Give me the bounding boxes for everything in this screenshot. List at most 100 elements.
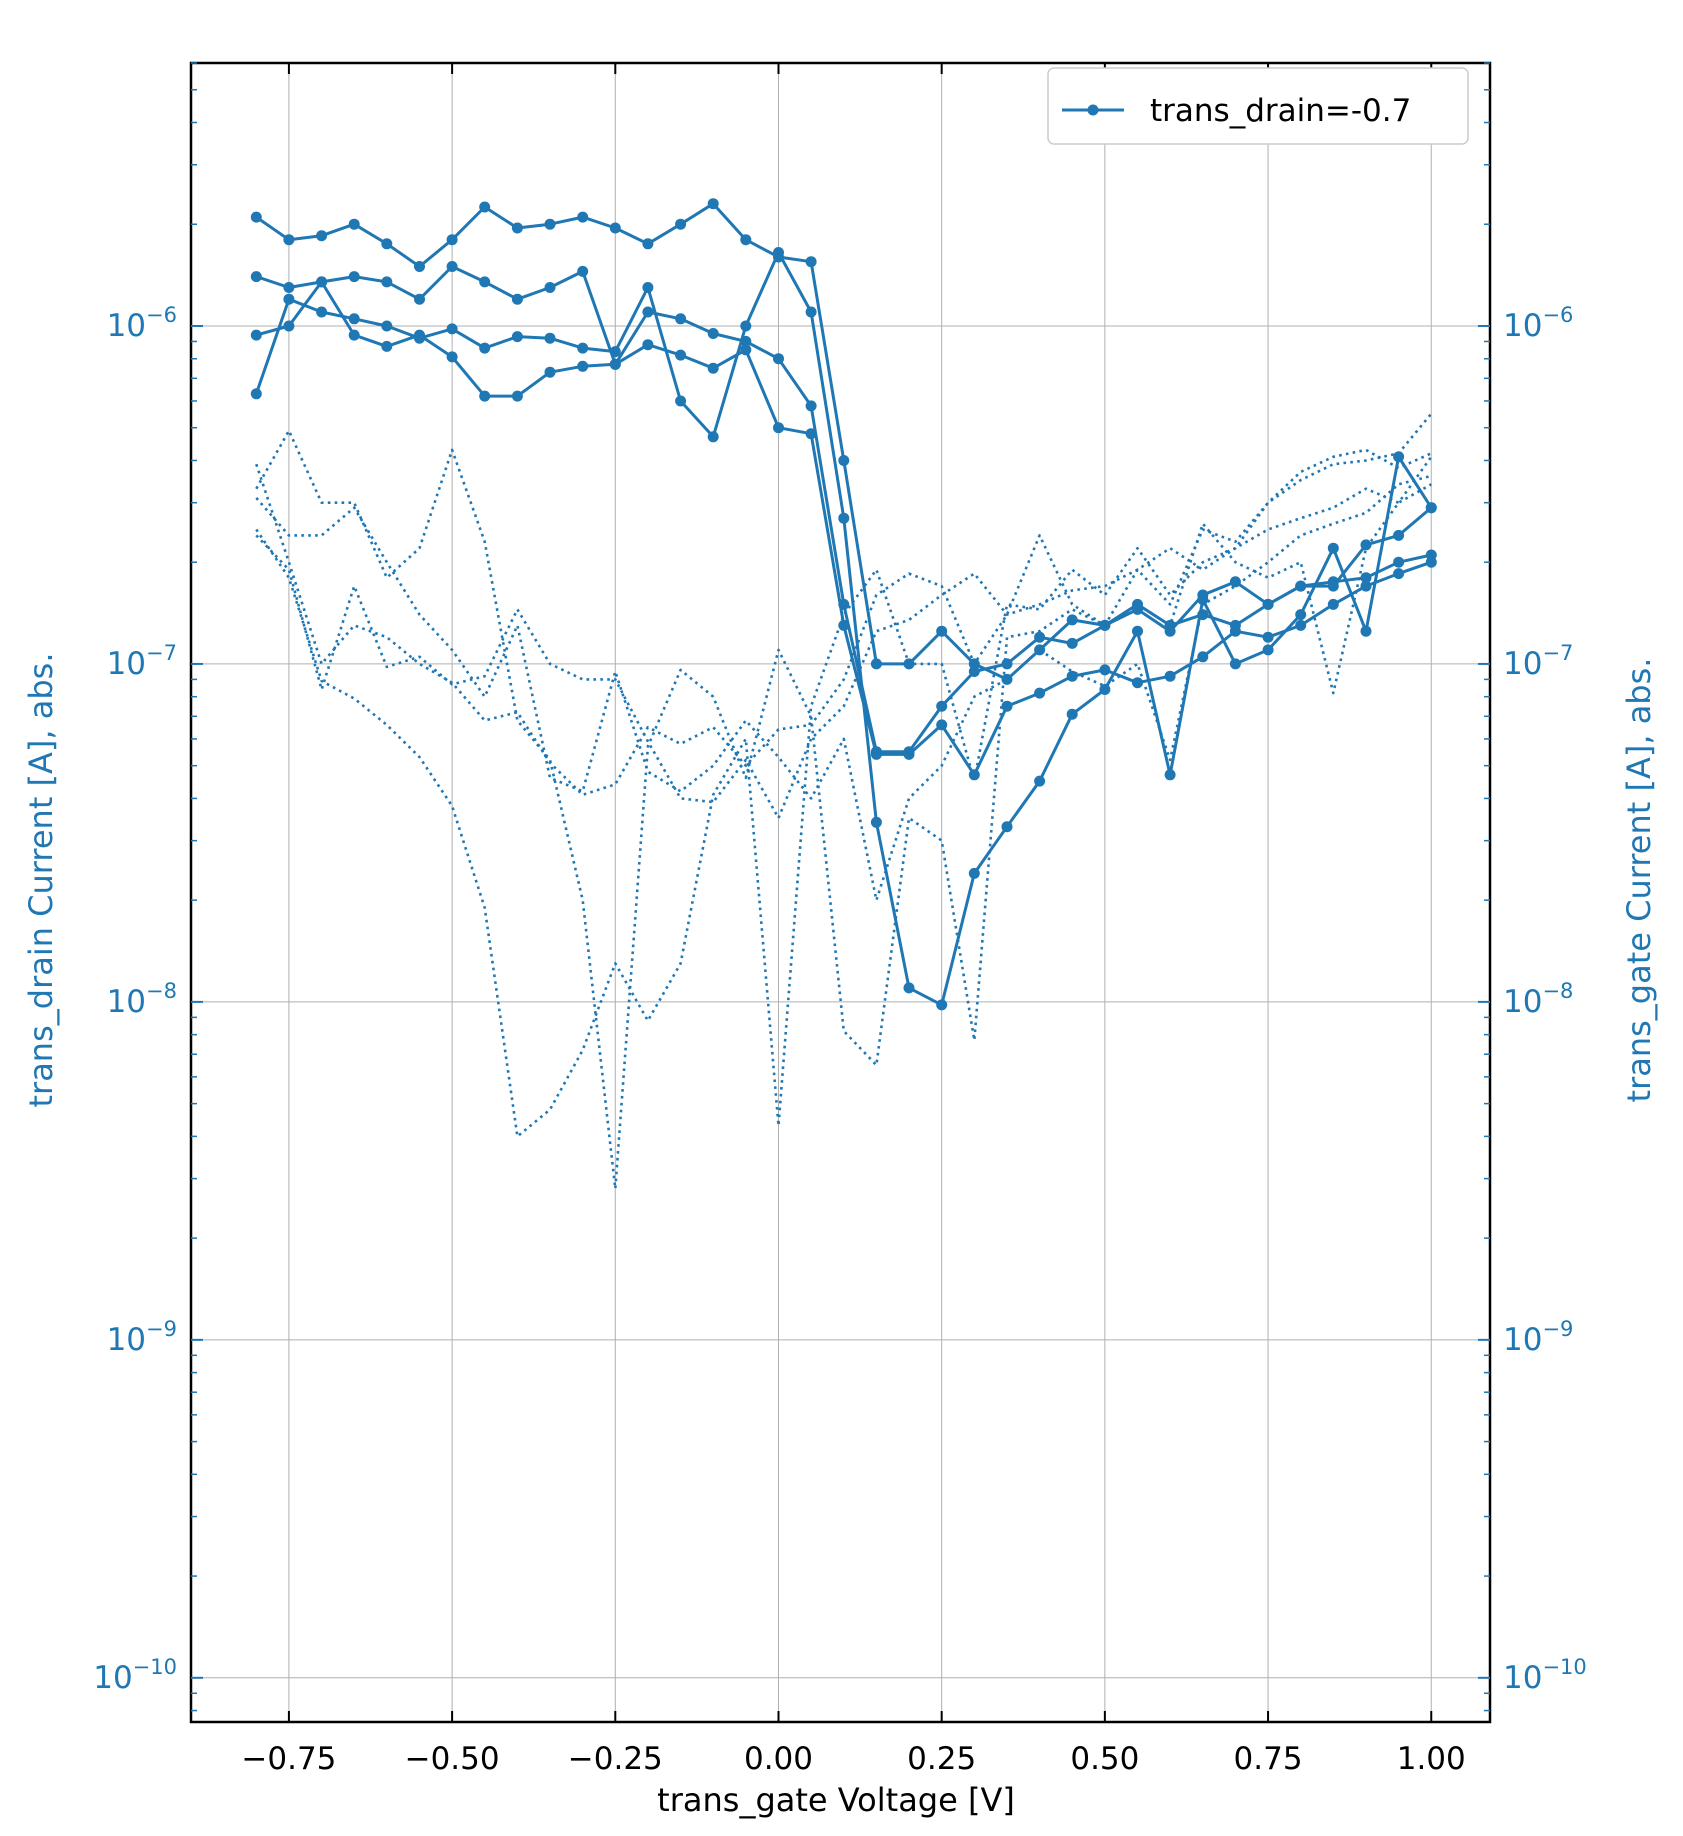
- drain-current-point: [1393, 451, 1405, 463]
- drain-current-point: [1132, 603, 1143, 615]
- drain-current-point: [968, 867, 980, 879]
- drain-current-point: [381, 340, 393, 352]
- grid-lines: [191, 63, 1490, 1722]
- gate-current-series-4: [255, 456, 1433, 1138]
- drain-current-point: [1034, 775, 1046, 787]
- drain-current-point: [414, 293, 425, 305]
- plot-frame: [189, 61, 1492, 1724]
- drain-current-point: [936, 719, 948, 731]
- drain-current-point: [1066, 614, 1078, 626]
- drain-current-point: [381, 276, 393, 288]
- drain-current-point: [479, 342, 491, 354]
- drain-current-point: [250, 211, 262, 223]
- y-tick-label-right-exponent: −9: [1542, 1317, 1573, 1341]
- drain-current-point: [773, 353, 784, 365]
- legend-label: trans_drain=-0.7: [1150, 93, 1411, 129]
- drain-current-point: [805, 428, 817, 440]
- drain-current-point: [740, 234, 752, 246]
- x-tick-label: 0.75: [1234, 1741, 1303, 1777]
- drain-current-point: [544, 218, 556, 230]
- drain-current-point: [838, 455, 850, 466]
- drain-current-point: [968, 658, 980, 670]
- drain-current-point: [936, 700, 948, 712]
- drain-current-point: [1099, 684, 1111, 695]
- drain-current-point: [870, 816, 882, 828]
- drain-current-point: [1034, 687, 1046, 699]
- y-tick-label-right-exponent: −7: [1542, 641, 1573, 665]
- drain-current-point: [740, 320, 752, 332]
- drain-current-point: [316, 306, 328, 318]
- drain-current-point: [1360, 572, 1372, 584]
- y-tick-label-left: 10−8: [107, 979, 177, 1020]
- drain-current-point: [838, 619, 850, 631]
- drain-current-point: [1099, 664, 1111, 676]
- drain-current-point: [675, 218, 687, 230]
- drain-current-point: [479, 276, 491, 288]
- y-tick-label-right-exponent: −8: [1542, 979, 1573, 1003]
- y-tick-label-left-exponent: −8: [146, 979, 177, 1003]
- y-tick-label-right-exponent: −10: [1542, 1655, 1586, 1679]
- drain-current-point: [348, 329, 360, 341]
- drain-current-point: [707, 431, 719, 443]
- drain-current-point: [381, 238, 393, 250]
- drain-current-point: [1132, 625, 1143, 637]
- drain-current-point: [805, 256, 817, 268]
- legend-box: [1047, 67, 1469, 145]
- y-axis-label-left: trans_drain Current [A], abs.: [22, 652, 60, 1107]
- legend: trans_drain=-0.7: [1047, 67, 1469, 145]
- drain-current-point: [1295, 580, 1307, 592]
- legend-marker-sample: [1087, 104, 1099, 116]
- drain-current-point: [1262, 631, 1274, 643]
- drain-current-point: [283, 282, 295, 293]
- drain-current-point: [805, 400, 817, 412]
- drain-current-point: [1229, 576, 1241, 588]
- y-tick-label-right: 10−7: [1503, 641, 1573, 682]
- x-axis-label: trans_gate Voltage [V]: [657, 1781, 1015, 1819]
- drain-current-point: [968, 769, 980, 781]
- drain-current-point: [446, 261, 458, 272]
- drain-current-point: [805, 306, 817, 318]
- drain-current-point: [414, 329, 425, 341]
- drain-current-point: [1327, 580, 1339, 592]
- drain-current-point: [1295, 619, 1307, 631]
- drain-current-point: [446, 351, 458, 363]
- gate-current-series-5: [255, 474, 1432, 902]
- drain-current-point: [1360, 539, 1372, 551]
- drain-current-point: [1197, 651, 1209, 663]
- drain-current-point: [1425, 556, 1437, 568]
- drain-current-point: [250, 388, 262, 400]
- drain-current-point: [609, 346, 621, 358]
- drain-current-point: [1229, 658, 1241, 670]
- y-tick-label-left-exponent: −9: [146, 1317, 177, 1341]
- x-tick-label: 0.50: [1070, 1741, 1139, 1777]
- drain-current-point: [544, 282, 556, 293]
- drain-current-point: [968, 666, 980, 677]
- drain-current-point: [511, 222, 523, 234]
- drain-current-point: [936, 625, 948, 637]
- drain-current-point: [675, 395, 687, 407]
- drain-current-point: [1393, 556, 1405, 568]
- drain-current-point: [1425, 502, 1437, 514]
- drain-current-point: [283, 234, 295, 246]
- drain-current-point: [1066, 670, 1078, 682]
- drain-current-point: [283, 293, 295, 305]
- drain-current-point: [1393, 529, 1405, 541]
- drain-current-point: [642, 339, 654, 351]
- drain-current-point: [250, 271, 262, 283]
- drain-current-point: [642, 238, 654, 250]
- y-tick-label-left-exponent: −7: [146, 641, 177, 665]
- drain-current-point: [1001, 821, 1013, 833]
- drain-current-point: [1327, 542, 1339, 554]
- drain-current-point: [348, 271, 360, 283]
- drain-current-point: [773, 247, 784, 258]
- drain-current-point: [1197, 594, 1209, 606]
- drain-current-point: [1360, 580, 1372, 592]
- drain-current-point: [479, 390, 491, 402]
- drain-current-point: [1066, 637, 1078, 649]
- drain-current-point: [1360, 625, 1372, 637]
- drain-current-point: [1066, 708, 1078, 720]
- drain-current-point: [577, 342, 589, 354]
- drain-current-point: [1295, 609, 1307, 621]
